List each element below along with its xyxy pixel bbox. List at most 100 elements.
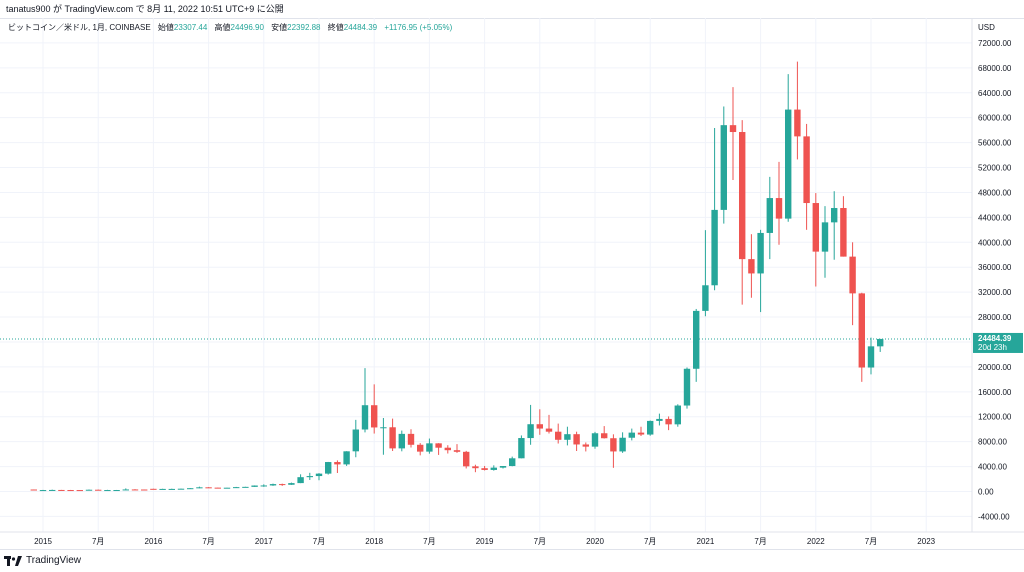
candle-body bbox=[637, 432, 645, 435]
ohlc-legend: ビットコイン／米ドル, 1月, COINBASE 始値23307.44 高値24… bbox=[8, 22, 452, 34]
candle-body bbox=[619, 437, 626, 452]
candle-body bbox=[472, 466, 479, 469]
y-tick-label: 28000.00 bbox=[978, 313, 1012, 322]
candle-body bbox=[279, 484, 286, 486]
candle-body bbox=[306, 476, 313, 478]
footer-branding[interactable]: TradingView bbox=[4, 553, 81, 569]
candle-body bbox=[76, 490, 83, 492]
candle-body bbox=[104, 490, 111, 492]
x-tick-label: 2018 bbox=[365, 537, 383, 546]
candle-body bbox=[141, 489, 148, 491]
candle-body bbox=[352, 429, 359, 452]
x-tick-label: 2019 bbox=[476, 537, 494, 546]
candle-body bbox=[775, 198, 783, 219]
high-value: 24496.90 bbox=[230, 23, 264, 32]
candle-body bbox=[214, 487, 221, 489]
y-tick-label: 48000.00 bbox=[978, 188, 1012, 197]
candle-body bbox=[58, 489, 65, 491]
candle-body bbox=[398, 433, 405, 449]
candle-body bbox=[849, 256, 856, 294]
candle-body bbox=[766, 198, 773, 233]
y-tick-label: 8000.00 bbox=[978, 438, 1007, 447]
candle-body bbox=[527, 424, 534, 439]
candle-body bbox=[665, 418, 672, 425]
open-label: 始値 bbox=[157, 23, 174, 32]
candle-body bbox=[242, 486, 249, 488]
candle-body bbox=[591, 433, 599, 447]
x-tick-label: 2023 bbox=[917, 537, 935, 546]
price-chart[interactable]: -4000.00 0.00 4000.00 8000.00 12000.00 16000.… bbox=[0, 0, 1024, 552]
low-label: 安値 bbox=[271, 23, 288, 32]
candle-body bbox=[748, 259, 755, 274]
candle-body bbox=[196, 487, 203, 489]
candle-body bbox=[831, 208, 838, 223]
candle-body bbox=[582, 444, 589, 447]
candle-body bbox=[729, 125, 737, 133]
symbol-title[interactable]: ビットコイン／米ドル, 1月, COINBASE bbox=[8, 23, 151, 32]
candle-body bbox=[794, 109, 801, 137]
close-label: 終値 bbox=[327, 23, 344, 32]
candle-body bbox=[150, 488, 157, 490]
candle-body bbox=[187, 488, 194, 490]
candle-body bbox=[269, 484, 277, 486]
candle-body bbox=[417, 444, 424, 452]
candle-body bbox=[85, 489, 93, 491]
candle-body bbox=[555, 431, 562, 440]
y-tick-label: 40000.00 bbox=[978, 238, 1012, 247]
candle-body bbox=[840, 208, 847, 257]
y-tick-label: 68000.00 bbox=[978, 64, 1012, 73]
candle-body bbox=[656, 418, 663, 421]
candle-body bbox=[711, 209, 718, 286]
last-price-text: 24484.39 bbox=[978, 334, 1012, 343]
y-tick-label: -4000.00 bbox=[978, 512, 1010, 521]
candle-body bbox=[867, 346, 875, 368]
candle-body bbox=[785, 109, 792, 219]
candle-body bbox=[490, 467, 497, 470]
x-tick-label: 2015 bbox=[34, 537, 52, 546]
candle-body bbox=[702, 285, 709, 311]
candles-group bbox=[30, 61, 884, 492]
tradingview-logo-icon bbox=[4, 556, 22, 566]
last-price-badge: 24484.39 20d 23h bbox=[973, 332, 1023, 353]
y-tick-label: 12000.00 bbox=[978, 413, 1012, 422]
candle-body bbox=[674, 405, 681, 425]
candle-body bbox=[803, 136, 810, 204]
y-tick-label: 20000.00 bbox=[978, 363, 1012, 372]
candle-body bbox=[683, 368, 691, 406]
y-tick-label: 0.00 bbox=[978, 488, 994, 497]
y-tick-label: 60000.00 bbox=[978, 114, 1012, 123]
candle-body bbox=[573, 434, 580, 445]
x-tick-label: 7月 bbox=[423, 537, 435, 546]
published-header: tanatus900 が TradingView.com で 8月 11, 20… bbox=[0, 0, 1024, 18]
candle-body bbox=[435, 443, 442, 448]
y-tick-label: 4000.00 bbox=[978, 463, 1007, 472]
x-tick-label: 7月 bbox=[644, 537, 656, 546]
change-value: +1176.95 (+5.05%) bbox=[384, 23, 453, 32]
x-tick-label: 2021 bbox=[697, 537, 715, 546]
candle-body bbox=[251, 485, 258, 487]
tradingview-brand-text: TradingView bbox=[26, 555, 82, 566]
y-tick-label: 56000.00 bbox=[978, 139, 1012, 148]
candle-body bbox=[67, 490, 74, 492]
candle-body bbox=[499, 466, 507, 468]
candle-body bbox=[297, 477, 304, 484]
candle-body bbox=[113, 490, 120, 492]
candle-body bbox=[260, 485, 267, 487]
countdown-text: 20d 23h bbox=[978, 343, 1007, 352]
low-value: 22392.88 bbox=[287, 23, 321, 32]
candle-body bbox=[877, 338, 884, 347]
y-tick-label: 52000.00 bbox=[978, 164, 1012, 173]
x-tick-label: 7月 bbox=[865, 537, 877, 546]
candle-body bbox=[610, 438, 617, 452]
candle-body bbox=[518, 438, 525, 459]
x-tick-label: 7月 bbox=[313, 537, 325, 546]
candle-body bbox=[858, 293, 865, 368]
x-tick-label: 7月 bbox=[202, 537, 214, 546]
candle-body bbox=[30, 489, 37, 491]
candle-body bbox=[812, 203, 819, 252]
candle-body bbox=[720, 125, 727, 210]
y-tick-label: 44000.00 bbox=[978, 213, 1012, 222]
y-tick-label: 36000.00 bbox=[978, 263, 1012, 272]
candle-body bbox=[693, 310, 700, 369]
y-tick-label: 72000.00 bbox=[978, 39, 1012, 48]
